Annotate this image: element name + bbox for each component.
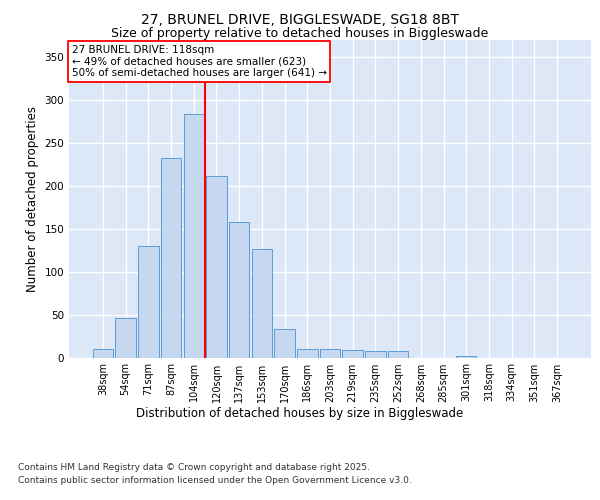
Text: Size of property relative to detached houses in Biggleswade: Size of property relative to detached ho…	[112, 28, 488, 40]
Bar	[320, 349, 340, 358]
Text: Contains HM Land Registry data © Crown copyright and database right 2025.: Contains HM Land Registry data © Crown c…	[18, 462, 370, 471]
Y-axis label: Number of detached properties: Number of detached properties	[26, 106, 39, 292]
Bar	[343, 350, 363, 358]
Bar	[206, 176, 227, 358]
Bar	[161, 158, 181, 358]
Bar	[297, 349, 317, 358]
Bar	[251, 250, 272, 358]
Bar	[138, 246, 158, 358]
Text: Distribution of detached houses by size in Biggleswade: Distribution of detached houses by size …	[136, 408, 464, 420]
Bar	[184, 114, 204, 358]
Text: 27 BRUNEL DRIVE: 118sqm
← 49% of detached houses are smaller (623)
50% of semi-d: 27 BRUNEL DRIVE: 118sqm ← 49% of detache…	[71, 45, 326, 78]
Bar	[388, 352, 409, 358]
Bar	[274, 329, 295, 358]
Text: 27, BRUNEL DRIVE, BIGGLESWADE, SG18 8BT: 27, BRUNEL DRIVE, BIGGLESWADE, SG18 8BT	[141, 12, 459, 26]
Bar	[115, 318, 136, 358]
Bar	[229, 222, 250, 358]
Bar	[93, 349, 113, 358]
Bar	[365, 352, 386, 358]
Bar	[456, 356, 476, 358]
Text: Contains public sector information licensed under the Open Government Licence v3: Contains public sector information licen…	[18, 476, 412, 485]
